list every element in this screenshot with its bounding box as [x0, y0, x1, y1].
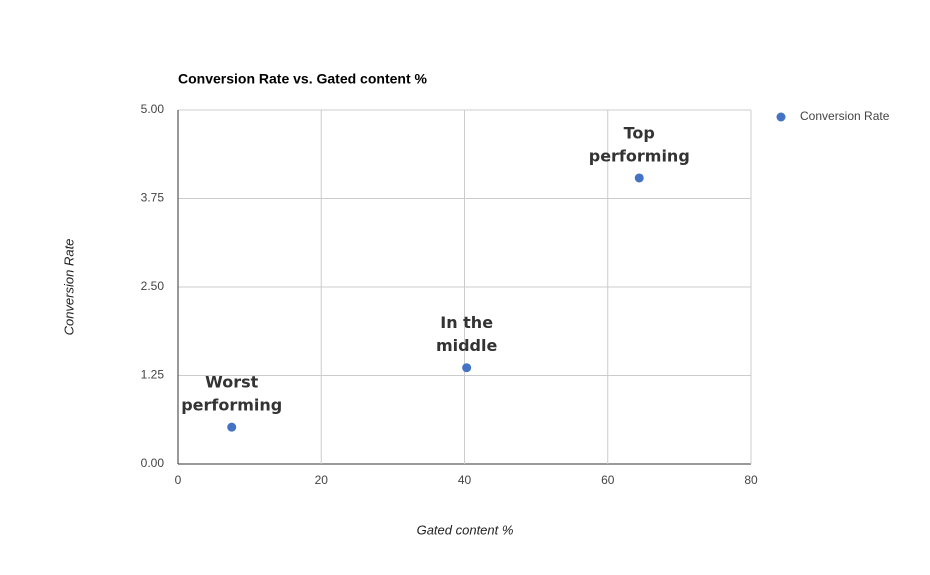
y-axis-label: Conversion Rate — [61, 239, 76, 336]
point — [227, 422, 237, 432]
point — [462, 363, 472, 373]
x-tick-label: 0 — [175, 473, 182, 487]
chart-title: Conversion Rate vs. Gated content % — [178, 71, 427, 87]
point-label: performing — [181, 396, 282, 415]
y-tick-label: 2.50 — [141, 279, 165, 293]
point-label: middle — [436, 336, 498, 355]
y-tick-label: 5.00 — [141, 102, 165, 116]
x-tick-label: 20 — [315, 473, 329, 487]
x-tick-label: 60 — [601, 473, 615, 487]
point-label: performing — [589, 146, 690, 165]
point-label: In the — [440, 313, 493, 332]
point-label: Top — [624, 123, 655, 142]
legend-marker — [776, 112, 786, 122]
x-axis-label: Gated content % — [417, 522, 514, 537]
y-tick-label: 1.25 — [141, 368, 165, 382]
legend-label: Conversion Rate — [800, 109, 890, 123]
y-tick-label: 0.00 — [141, 456, 165, 470]
point — [634, 173, 644, 183]
x-tick-label: 80 — [744, 473, 758, 487]
y-tick-label: 3.75 — [141, 191, 165, 205]
point-label: Worst — [205, 373, 258, 392]
x-tick-label: 40 — [458, 473, 472, 487]
